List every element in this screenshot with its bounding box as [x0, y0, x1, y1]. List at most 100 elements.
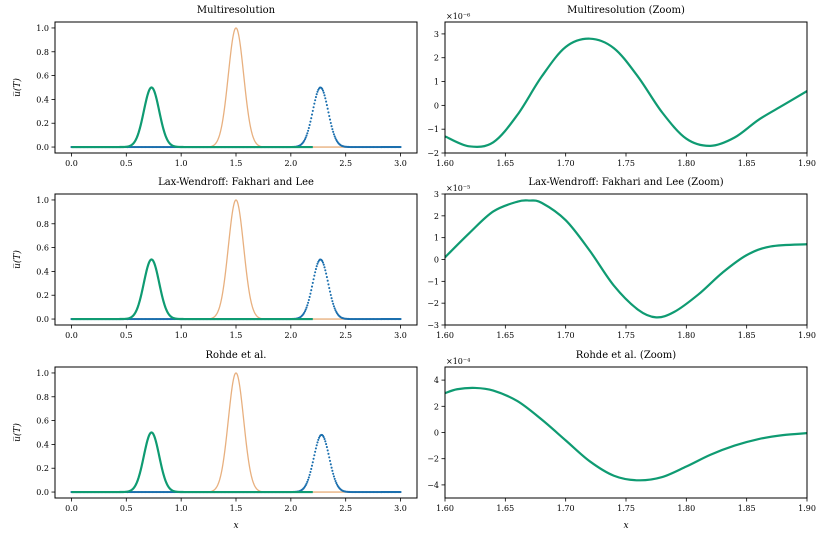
- y-tick-label: 0.0: [36, 143, 49, 152]
- y-tick-label: −2: [427, 149, 439, 158]
- panel-5: 0.0 0.5 1.0 1.5 2.0 2.5 3.0 0.0 0.2 0.4 0.6 0.8 1.0 R…: [12, 350, 418, 531]
- x-tick-label: 1.5: [230, 159, 243, 168]
- series-numerical-line: [70, 258, 314, 321]
- x-tick-label: 1.85: [738, 331, 756, 340]
- axes-frame: [54, 366, 418, 499]
- y-tick-label: 0.6: [36, 244, 49, 253]
- series-reference-dots: [70, 258, 402, 321]
- x-tick-label: 0.5: [120, 504, 133, 513]
- y-tick-label: 3: [434, 190, 439, 199]
- panel-4: 1.60 1.65 1.70 1.75 1.80 1.85 1.90 −3 −2 −1 0 1 2 3 La…: [427, 177, 816, 340]
- x-tick-label: 1.60: [436, 504, 454, 513]
- y-tick-label: 1.0: [36, 24, 49, 33]
- y-tick-label: 1.0: [36, 196, 49, 205]
- x-tick-label: 1.60: [436, 331, 454, 340]
- y-tick-label: −1: [427, 125, 439, 134]
- panel-1: 0.0 0.5 1.0 1.5 2.0 2.5 3.0 0.0 0.2 0.4 0.6 0.8 1.0 M…: [12, 5, 418, 168]
- x-tick-label: 1.70: [557, 331, 575, 340]
- x-tick-label: 3.0: [394, 504, 407, 513]
- y-tick-label: 1: [434, 234, 439, 243]
- series-error-line: [445, 386, 807, 482]
- series-numerical-line: [70, 86, 314, 149]
- y-tick-label: −2: [427, 299, 439, 308]
- x-tick-label: 1.65: [496, 159, 514, 168]
- axes-frame: [444, 21, 808, 154]
- x-tick-label: 1.90: [798, 331, 816, 340]
- y-tick-label: 1.0: [36, 369, 49, 378]
- y-tick-label: 2: [434, 54, 439, 63]
- y-axis-label: u̅(T): [12, 423, 23, 442]
- panel-title: Multiresolution: [197, 5, 276, 16]
- x-tick-label: 1.85: [738, 159, 756, 168]
- y-tick-label: 0.8: [36, 393, 49, 402]
- x-tick-label: 1.80: [677, 331, 695, 340]
- y-tick-label: 0.2: [36, 464, 49, 473]
- axes-frame: [54, 21, 418, 154]
- series-initial-line: [71, 199, 401, 320]
- x-tick-label: 1.5: [230, 331, 243, 340]
- x-tick-label: 0.0: [65, 504, 78, 513]
- series-error-line: [445, 37, 807, 148]
- x-tick-label: 1.90: [798, 159, 816, 168]
- series-group: [445, 37, 807, 148]
- y-tick-label: −4: [427, 481, 439, 490]
- x-tick-label: 1.75: [617, 331, 635, 340]
- y-tick-label: 0.8: [36, 48, 49, 57]
- x-tick-label: 0.0: [65, 159, 78, 168]
- x-tick-label: 2.0: [284, 331, 297, 340]
- x-tick-label: 1.65: [496, 504, 514, 513]
- panel-title: Multiresolution (Zoom): [567, 5, 685, 16]
- x-tick-label: 1.5: [230, 504, 243, 513]
- y-tick-label: 0.2: [36, 291, 49, 300]
- axis-exponent: ×10⁻⁶: [446, 12, 470, 21]
- x-tick-label: 2.5: [339, 159, 352, 168]
- panel-title: Rohde et al.: [206, 350, 267, 361]
- y-axis-label: u̅(T): [12, 250, 23, 269]
- y-tick-label: 1: [434, 78, 439, 87]
- y-tick-label: 0.4: [36, 267, 49, 276]
- y-tick-label: 0: [434, 101, 439, 110]
- x-tick-label: 1.0: [175, 504, 188, 513]
- y-tick-label: −2: [427, 455, 439, 464]
- y-tick-label: 0.0: [36, 315, 49, 324]
- y-tick-label: 0.8: [36, 220, 49, 229]
- series-group: [445, 199, 807, 319]
- axes-frame: [54, 193, 418, 326]
- series-reference-dots: [70, 86, 402, 149]
- x-tick-label: 1.75: [617, 159, 635, 168]
- series-group: [70, 27, 402, 149]
- axes-frame: [444, 193, 808, 326]
- y-tick-label: 2: [434, 402, 439, 411]
- y-axis-label: u̅(T): [12, 78, 23, 97]
- panel-3: 0.0 0.5 1.0 1.5 2.0 2.5 3.0 0.0 0.2 0.4 0.6 0.8 1.0 L…: [12, 177, 418, 340]
- x-axis-label: x: [233, 521, 238, 531]
- x-tick-label: 0.0: [65, 331, 78, 340]
- panel-title: Lax-Wendroff: Fakhari and Lee: [158, 177, 314, 188]
- x-tick-label: 1.85: [738, 504, 756, 513]
- x-tick-label: 1.80: [677, 504, 695, 513]
- x-tick-label: 1.70: [557, 159, 575, 168]
- y-tick-label: 0: [434, 256, 439, 265]
- x-tick-label: 1.70: [557, 504, 575, 513]
- y-tick-label: −3: [427, 321, 439, 330]
- x-tick-label: 1.65: [496, 331, 514, 340]
- x-tick-label: 1.0: [175, 331, 188, 340]
- y-tick-label: 3: [434, 30, 439, 39]
- x-tick-label: 1.75: [617, 504, 635, 513]
- y-tick-label: 0.6: [36, 72, 49, 81]
- y-tick-label: 0.4: [36, 440, 49, 449]
- axis-exponent: ×10⁻⁴: [446, 357, 470, 366]
- y-tick-label: 4: [434, 376, 439, 385]
- y-tick-label: 0.2: [36, 119, 49, 128]
- x-tick-label: 2.5: [339, 504, 352, 513]
- series-group: [445, 386, 807, 482]
- panel-title: Lax-Wendroff: Fakhari and Lee (Zoom): [528, 177, 723, 188]
- series-group: [70, 199, 402, 321]
- x-axis-label: x: [623, 521, 628, 531]
- y-tick-label: 0.6: [36, 417, 49, 426]
- series-error-line: [445, 199, 807, 319]
- x-tick-label: 1.60: [436, 159, 454, 168]
- panel-title: Rohde et al. (Zoom): [576, 350, 676, 361]
- x-tick-label: 0.5: [120, 331, 133, 340]
